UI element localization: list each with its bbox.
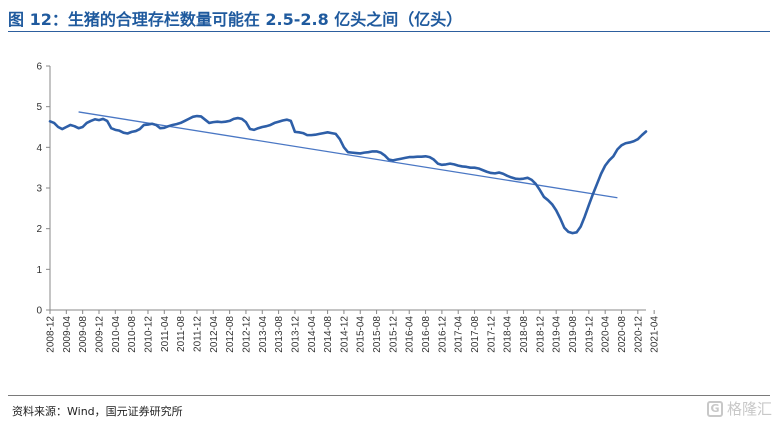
x-tick-label: 2018-08 xyxy=(519,316,530,353)
x-tick-label: 2020-04 xyxy=(601,316,612,353)
x-tick-label: 2015-08 xyxy=(372,316,383,353)
x-tick-label: 2010-08 xyxy=(127,316,138,353)
x-tick-label: 2017-12 xyxy=(486,316,497,353)
chart-series xyxy=(48,111,648,235)
x-tick-label: 2018-12 xyxy=(535,316,546,353)
x-tick-label: 2017-04 xyxy=(454,316,465,353)
watermark: G 格隆汇 xyxy=(706,398,772,419)
x-tick-label: 2012-04 xyxy=(209,316,220,353)
line-chart: 0 1 2 3 4 5 6 2008-12 2009-04 2009-08 2009-12 2010… xyxy=(36,62,661,353)
x-tick-label: 2009-04 xyxy=(62,316,73,353)
x-tick-label: 2011-04 xyxy=(160,316,171,352)
x-tick-label: 2009-12 xyxy=(94,316,105,353)
x-tick-label: 2012-08 xyxy=(225,316,236,353)
x-tick-label: 2011-12 xyxy=(192,316,203,352)
y-tick-label: 5 xyxy=(36,102,42,113)
title-divider xyxy=(8,31,770,32)
x-tick-label: 2016-12 xyxy=(437,316,448,353)
y-tick-label: 1 xyxy=(36,265,42,276)
watermark-text: 格隆汇 xyxy=(726,400,772,418)
x-tick-label: 2011-08 xyxy=(176,316,187,352)
x-tick-label: 2008-12 xyxy=(46,316,57,353)
y-tick-label: 2 xyxy=(36,224,42,235)
chart-axes xyxy=(46,65,655,314)
x-tick-label: 2020-12 xyxy=(633,316,644,353)
figure-title: 图 12：生猪的合理存栏数量可能在 2.5-2.8 亿头之间（亿头） xyxy=(8,10,463,29)
y-tick-label: 6 xyxy=(36,62,42,73)
x-tick-label: 2010-04 xyxy=(111,316,122,353)
y-axis-tick-labels: 0 1 2 3 4 5 6 xyxy=(36,62,42,317)
x-tick-label: 2013-12 xyxy=(290,316,301,353)
y-tick-label: 0 xyxy=(36,306,42,317)
x-tick-label: 2013-04 xyxy=(258,316,269,353)
footer-divider xyxy=(8,395,770,396)
x-tick-label: 2013-08 xyxy=(274,316,285,353)
source-note: 资料来源：Wind，国元证券研究所 xyxy=(12,405,183,418)
y-tick-label: 3 xyxy=(36,184,42,195)
gelonghui-logo-icon: G xyxy=(706,400,723,417)
x-tick-label: 2015-04 xyxy=(356,316,367,353)
x-tick-label: 2014-04 xyxy=(307,316,318,353)
x-tick-label: 2015-12 xyxy=(388,316,399,353)
x-tick-label: 2019-08 xyxy=(568,316,579,353)
x-tick-label: 2014-08 xyxy=(323,316,334,353)
x-tick-label: 2009-08 xyxy=(78,316,89,353)
y-tick-label: 4 xyxy=(36,143,42,154)
x-tick-label: 2020-08 xyxy=(617,316,628,353)
hog-inventory-line xyxy=(48,114,648,235)
x-tick-label: 2016-08 xyxy=(421,316,432,353)
x-axis-tick-labels: 2008-12 2009-04 2009-08 2009-12 2010-04 2010-… xyxy=(46,316,661,353)
x-tick-label: 2016-04 xyxy=(405,316,416,353)
x-tick-label: 2014-12 xyxy=(339,316,350,353)
x-tick-label: 2018-04 xyxy=(503,316,514,353)
x-tick-label: 2019-04 xyxy=(552,316,563,353)
x-tick-label: 2021-04 xyxy=(650,316,661,353)
x-tick-label: 2010-12 xyxy=(143,316,154,353)
x-tick-label: 2019-12 xyxy=(584,316,595,353)
x-tick-label: 2012-12 xyxy=(241,316,252,353)
x-tick-label: 2017-08 xyxy=(470,316,481,353)
